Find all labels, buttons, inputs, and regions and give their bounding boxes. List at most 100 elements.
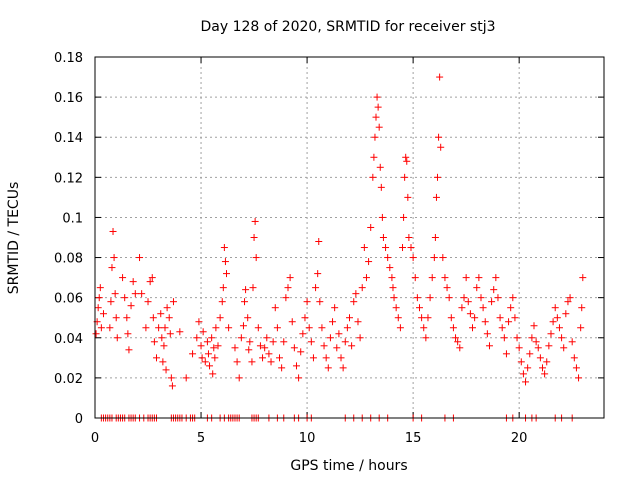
x-tick-label: 10 bbox=[299, 431, 316, 446]
data-point bbox=[519, 370, 527, 378]
data-point bbox=[536, 354, 544, 362]
data-point bbox=[409, 254, 417, 262]
data-point bbox=[206, 362, 214, 370]
data-point bbox=[163, 304, 171, 312]
data-point bbox=[362, 274, 370, 282]
data-point bbox=[252, 254, 260, 262]
data-point bbox=[341, 338, 349, 346]
data-point bbox=[515, 344, 523, 352]
x-tick-label: 20 bbox=[511, 431, 528, 446]
data-point bbox=[348, 342, 356, 350]
plot-frame bbox=[94, 56, 605, 419]
y-tick-label: 0.02 bbox=[54, 372, 83, 387]
data-point bbox=[108, 264, 116, 272]
data-point bbox=[119, 274, 127, 282]
data-point bbox=[439, 254, 447, 262]
data-point bbox=[203, 338, 211, 346]
y-tick-label: 0.1 bbox=[62, 211, 83, 226]
data-point bbox=[543, 358, 551, 366]
data-point bbox=[358, 284, 366, 292]
data-point bbox=[405, 234, 413, 241]
x-tick-label: 15 bbox=[405, 431, 422, 446]
data-point bbox=[155, 324, 163, 332]
data-point bbox=[290, 344, 298, 352]
data-point bbox=[541, 370, 549, 378]
data-point bbox=[158, 334, 166, 342]
data-point bbox=[256, 342, 264, 350]
data-point bbox=[488, 298, 496, 306]
data-point bbox=[241, 298, 249, 306]
data-point bbox=[168, 382, 176, 390]
data-point bbox=[538, 364, 546, 372]
data-point bbox=[498, 324, 506, 332]
data-point bbox=[420, 324, 428, 332]
data-point bbox=[404, 193, 412, 201]
data-point bbox=[403, 157, 411, 165]
data-points bbox=[92, 73, 587, 422]
data-point bbox=[333, 344, 341, 352]
data-point bbox=[193, 334, 201, 342]
data-point bbox=[545, 342, 553, 350]
data-point bbox=[331, 304, 339, 312]
data-point bbox=[284, 284, 292, 292]
data-point bbox=[389, 284, 397, 292]
data-point bbox=[288, 318, 296, 326]
data-point bbox=[267, 358, 275, 366]
y-tick-label: 0.16 bbox=[54, 91, 83, 106]
data-point bbox=[441, 274, 449, 282]
data-point bbox=[282, 294, 290, 302]
data-point bbox=[246, 338, 254, 346]
data-point bbox=[374, 103, 382, 111]
y-tick-label: 0.12 bbox=[54, 171, 83, 186]
data-point bbox=[337, 354, 345, 362]
data-point bbox=[568, 338, 576, 346]
data-point bbox=[276, 354, 284, 362]
data-point bbox=[239, 322, 247, 330]
data-point bbox=[390, 294, 398, 302]
data-point bbox=[483, 330, 491, 338]
data-point bbox=[273, 324, 281, 332]
data-point bbox=[307, 338, 315, 346]
data-point bbox=[477, 294, 485, 302]
data-point bbox=[371, 133, 379, 141]
data-point bbox=[242, 286, 250, 294]
data-point bbox=[415, 304, 423, 312]
data-point bbox=[435, 133, 443, 141]
data-point bbox=[160, 342, 168, 350]
data-point bbox=[278, 364, 286, 372]
data-point bbox=[384, 254, 392, 262]
data-point bbox=[197, 342, 205, 350]
data-point bbox=[218, 298, 226, 306]
y-tick-label: 0.14 bbox=[54, 131, 83, 146]
data-point bbox=[471, 314, 479, 322]
data-point bbox=[309, 354, 317, 362]
data-point bbox=[305, 324, 313, 332]
data-point bbox=[295, 374, 303, 382]
data-point bbox=[485, 342, 493, 350]
data-point bbox=[400, 213, 408, 221]
data-point bbox=[121, 294, 129, 302]
data-point bbox=[189, 350, 197, 358]
data-point bbox=[320, 342, 328, 350]
data-point bbox=[166, 330, 174, 338]
data-point bbox=[479, 304, 487, 312]
data-point bbox=[432, 193, 440, 201]
data-point bbox=[195, 318, 203, 326]
data-point bbox=[418, 314, 426, 322]
data-point bbox=[509, 294, 517, 302]
data-point bbox=[153, 354, 161, 362]
data-point bbox=[169, 298, 177, 306]
y-axis-label: SRMTID / TECUs bbox=[6, 182, 22, 295]
data-point bbox=[413, 294, 421, 302]
y-tick-label: 0.06 bbox=[54, 292, 83, 307]
data-point bbox=[208, 334, 216, 342]
data-point bbox=[92, 330, 100, 338]
data-point bbox=[396, 324, 404, 332]
data-point bbox=[329, 318, 337, 326]
data-point bbox=[324, 364, 332, 372]
data-point bbox=[162, 366, 170, 374]
data-point bbox=[392, 304, 400, 312]
data-point bbox=[481, 318, 489, 326]
data-point bbox=[369, 173, 377, 181]
